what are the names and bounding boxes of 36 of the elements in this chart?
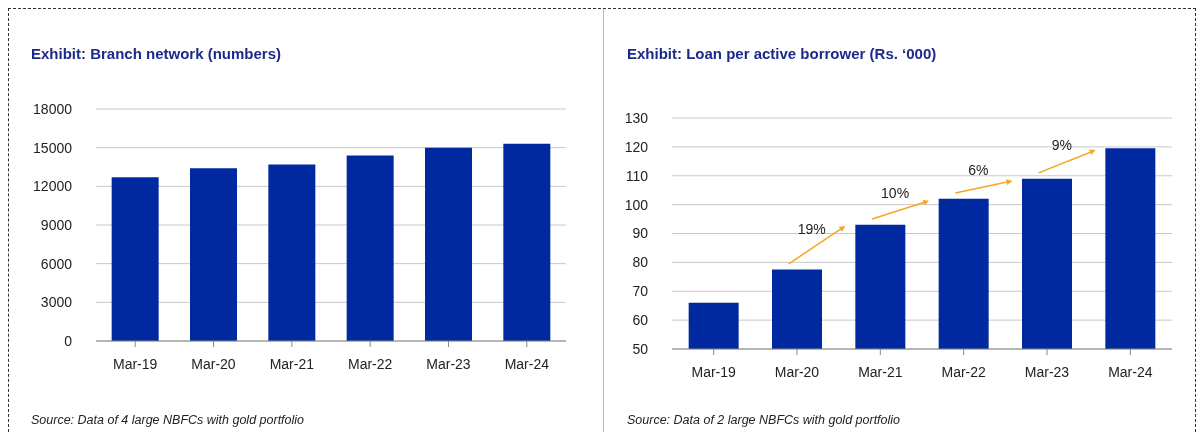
y-tick-label: 80: [632, 254, 649, 271]
source-note: Source: Data of 4 large NBFCs with gold portfolio: [31, 413, 305, 427]
y-tick-label: 9000: [40, 216, 73, 233]
y-tick-label: 70: [632, 283, 649, 300]
y-tick-label: 0: [64, 332, 73, 349]
annotation: 10%: [881, 185, 910, 202]
x-tick-label: Mar-23: [1024, 363, 1070, 380]
x-tick-label: Mar-19: [691, 363, 737, 380]
x-tick-label: Mar-21: [269, 355, 315, 372]
y-tick-label: 18000: [33, 100, 73, 117]
y-tick-label: 50: [632, 340, 649, 357]
y-tick-label: 60: [632, 312, 649, 329]
x-tick-label: Mar-20: [774, 363, 820, 380]
y-tick-label: 120: [624, 138, 649, 155]
x-tick-label: Mar-24: [504, 355, 550, 372]
x-tick-label: Mar-24: [1108, 363, 1153, 380]
y-tick-label: 90: [632, 225, 649, 242]
x-tick-label: Mar-22: [941, 363, 987, 380]
x-tick-label: Mar-22: [347, 355, 393, 372]
y-tick-label: 12000: [33, 178, 73, 195]
y-tick-label: 100: [624, 196, 649, 213]
x-tick-label: Mar-19: [112, 355, 158, 372]
chart-title: Exhibit: Branch network (numbers): [31, 45, 282, 62]
annotation: 19%: [797, 220, 826, 237]
x-tick-label: Mar-21: [858, 363, 903, 380]
source-note: Source: Data of 2 large NBFCs with gold portfolio: [627, 413, 901, 427]
chart-title: Exhibit: Loan per active borrower (Rs. ‘000): [627, 45, 937, 62]
y-tick-label: 3000: [40, 294, 73, 311]
x-tick-label: Mar-20: [191, 355, 236, 372]
y-tick-label: 110: [625, 167, 649, 184]
annotation: 6%: [968, 162, 989, 179]
x-tick-label: Mar-23: [426, 355, 471, 372]
y-tick-label: 6000: [40, 255, 73, 272]
annotation: 9%: [1051, 137, 1072, 154]
y-tick-label: 15000: [33, 139, 73, 156]
y-tick-label: 130: [624, 109, 649, 126]
